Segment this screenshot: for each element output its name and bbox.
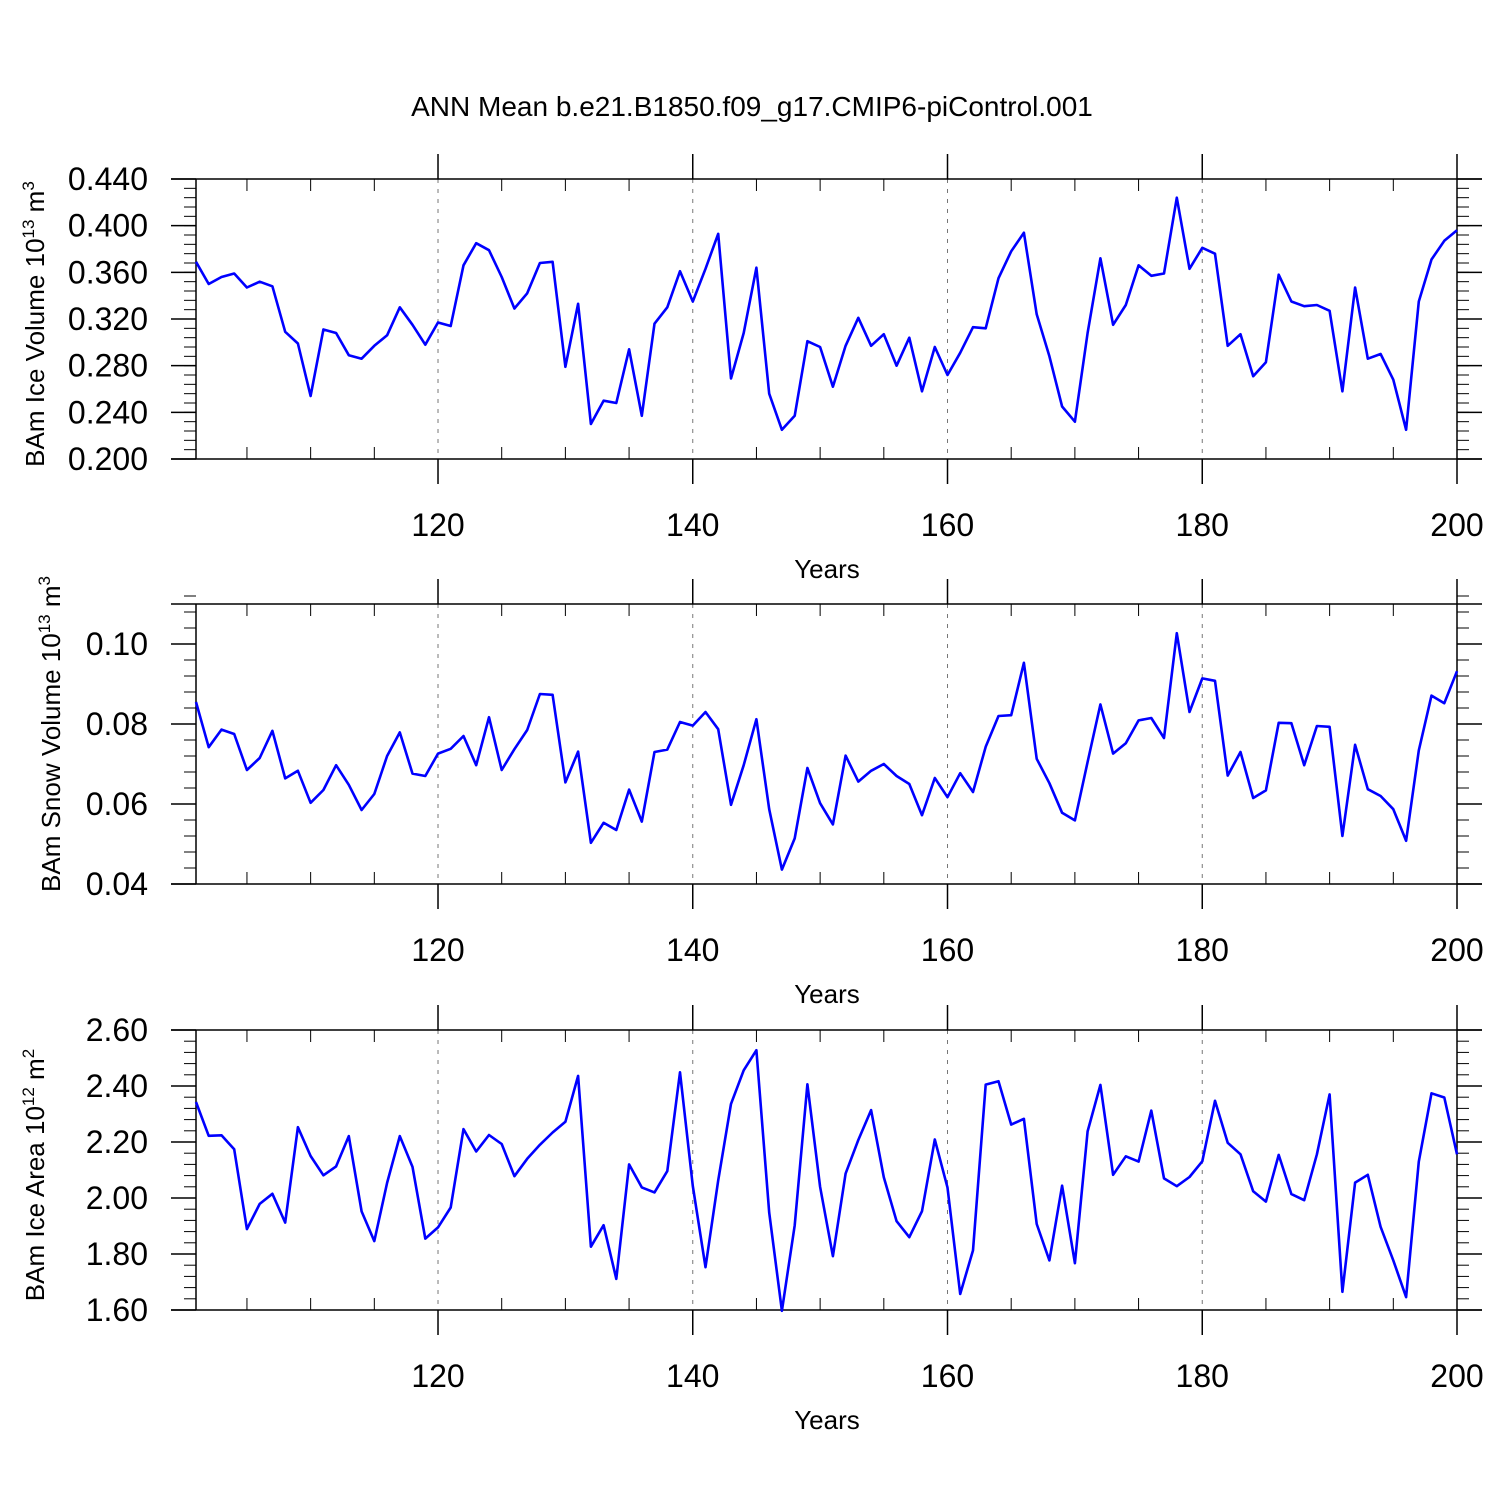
y-axis-title-part: 13 xyxy=(35,614,54,633)
y-axis-title-part: m xyxy=(36,585,66,614)
y-tick-label: 0.400 xyxy=(68,208,148,244)
y-tick-label: 0.240 xyxy=(68,394,148,430)
x-tick-label: 120 xyxy=(411,1358,464,1394)
x-tick-label: 160 xyxy=(921,932,974,968)
y-axis-title: BAm Snow Volume 1013 m3 xyxy=(35,576,66,892)
x-tick-label: 180 xyxy=(1176,932,1229,968)
y-tick-label: 0.06 xyxy=(86,786,148,822)
x-tick-label: 180 xyxy=(1176,507,1229,543)
y-axis-title-part: m xyxy=(20,191,50,220)
x-tick-label: 160 xyxy=(921,1358,974,1394)
panel-3: 1.60 1.80 2.00 2.20 2.40 2.60 120 140 160 180 200 Y… xyxy=(19,1005,1484,1435)
x-tick-label: 140 xyxy=(666,932,719,968)
y-tick-label: 0.360 xyxy=(68,254,148,290)
x-tick-label: 160 xyxy=(921,507,974,543)
panel-1: 0.200 0.240 0.280 0.320 0.360 0.400 0.440 120 14… xyxy=(19,154,1484,584)
series-line xyxy=(194,196,1458,432)
y-tick-label: 0.280 xyxy=(68,348,148,384)
y-axis-title-part: 2 xyxy=(19,1049,38,1058)
y-axis-title-part: BAm Snow Volume 10 xyxy=(36,633,66,892)
chart-title: ANN Mean b.e21.B1850.f09_g17.CMIP6-piCon… xyxy=(411,91,1093,122)
y-axis-title-part: 12 xyxy=(19,1087,38,1106)
x-tick-label: 200 xyxy=(1430,932,1483,968)
panel-2: 0.04 0.06 0.08 0.10 120 140 160 180 200 Years BAm … xyxy=(35,576,1484,1009)
y-axis-title: BAm Ice Area 1012 m2 xyxy=(19,1049,50,1301)
y-tick-label: 1.60 xyxy=(86,1292,148,1328)
y-tick-label: 0.08 xyxy=(86,706,148,742)
x-tick-label: 180 xyxy=(1176,1358,1229,1394)
y-tick-label: 2.40 xyxy=(86,1068,148,1104)
y-axis-title-part: BAm Ice Volume 10 xyxy=(20,238,50,466)
y-tick-label: 2.00 xyxy=(86,1180,148,1216)
x-axis-title: Years xyxy=(794,1405,860,1435)
series-line xyxy=(194,631,1459,871)
y-tick-label: 0.04 xyxy=(86,866,148,902)
y-axis-title-part: BAm Ice Area 10 xyxy=(20,1106,50,1301)
x-tick-label: 120 xyxy=(411,932,464,968)
y-axis-title-part: 3 xyxy=(19,181,38,190)
y-axis-title-part: m xyxy=(20,1058,50,1087)
y-tick-label: 2.20 xyxy=(86,1124,148,1160)
series-line xyxy=(194,1048,1459,1313)
x-axis-title: Years xyxy=(794,554,860,584)
y-tick-label: 0.200 xyxy=(68,441,148,477)
y-tick-label: 1.80 xyxy=(86,1236,148,1272)
y-axis-title-part: 3 xyxy=(35,576,54,585)
y-axis-title: BAm Ice Volume 1013 m3 xyxy=(19,181,50,467)
y-tick-label: 2.60 xyxy=(86,1012,148,1048)
x-tick-label: 120 xyxy=(411,507,464,543)
y-tick-label: 0.320 xyxy=(68,301,148,337)
x-tick-label: 200 xyxy=(1430,1358,1483,1394)
y-tick-label: 0.440 xyxy=(68,161,148,197)
x-tick-label: 200 xyxy=(1430,507,1483,543)
x-tick-label: 140 xyxy=(666,1358,719,1394)
x-tick-label: 140 xyxy=(666,507,719,543)
y-axis-title-part: 13 xyxy=(19,220,38,239)
x-axis-title: Years xyxy=(794,979,860,1009)
y-tick-label: 0.10 xyxy=(86,626,148,662)
